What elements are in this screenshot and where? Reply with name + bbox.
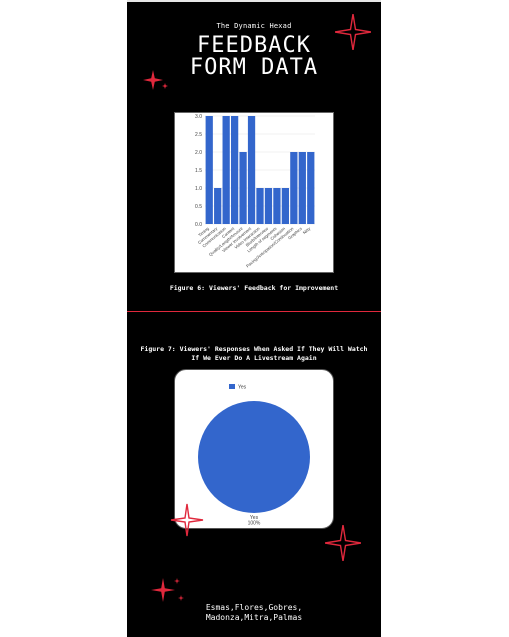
title-line-2: FORM DATA (189, 55, 319, 80)
sparkle-star-icon (170, 503, 204, 537)
section-divider (127, 311, 381, 312)
left-margin (0, 0, 127, 637)
slice-label: Yes (250, 515, 259, 521)
top-divider (127, 0, 381, 2)
legend-label: Yes (238, 385, 247, 391)
sparkle-star-icon (325, 525, 361, 561)
y-tick-label: 0.0 (195, 222, 202, 228)
slice-percent: 100% (248, 521, 261, 527)
bar (222, 116, 230, 224)
authors-line-1: Esmas,Flores,Gobres, (205, 603, 303, 612)
legend-swatch (229, 384, 235, 389)
pie-slice (198, 401, 310, 513)
y-tick-label: 1.5 (195, 168, 202, 174)
bar (256, 188, 264, 224)
bar (273, 188, 281, 224)
y-tick-label: 1.0 (195, 186, 202, 192)
bar (239, 152, 247, 224)
y-tick-label: 2.5 (195, 132, 202, 138)
bar (290, 152, 298, 224)
document-page: The Dynamic Hexad FEEDBACK FORM DATA 0.0… (127, 0, 381, 637)
authors-line-2: Madonza,Mitra,Palmas (205, 613, 303, 622)
bar (247, 116, 256, 224)
figure-6-caption: Figure 6: Viewers' Feedback for Improvem… (169, 284, 339, 292)
right-margin (381, 0, 509, 637)
bar (281, 188, 290, 224)
y-tick-label: 0.5 (195, 204, 202, 210)
figure-7-caption: Figure 7: Viewers' Responses When Asked … (127, 345, 381, 363)
feedback-bar-chart: 0.0 0.5 1.0 1.5 2.0 2.5 3.0 Timing Commentary Com… (174, 112, 334, 273)
bar (214, 188, 222, 224)
page-title: FEEDBACK FORM DATA (127, 35, 381, 79)
title-line-1: FEEDBACK (197, 33, 311, 58)
y-tick-label: 2.0 (195, 150, 202, 156)
x-tick-label: Nitty (302, 225, 312, 235)
sparkle-star-icon (151, 578, 184, 602)
sparkle-star-icon (335, 14, 371, 50)
y-tick-label: 3.0 (195, 114, 202, 120)
authors: Esmas,Flores,Gobres, Madonza,Mitra,Palma… (127, 603, 381, 623)
bar-chart-svg: 0.00.51.01.52.02.53.0TimingCommentaryCom… (195, 114, 315, 269)
team-name: The Dynamic Hexad (216, 22, 292, 30)
figure-7-caption-line-1: Figure 7: Viewers' Responses When Asked … (140, 345, 368, 353)
bar (264, 188, 273, 224)
sparkle-star-icon (143, 70, 168, 90)
bar (230, 116, 239, 224)
figure-7-caption-line-2: If We Ever Do A Livestream Again (191, 354, 317, 362)
bar (298, 152, 306, 224)
bar (307, 152, 315, 224)
livestream-pie-chart: Yes Yes 100% (174, 369, 334, 529)
bar (205, 116, 213, 224)
